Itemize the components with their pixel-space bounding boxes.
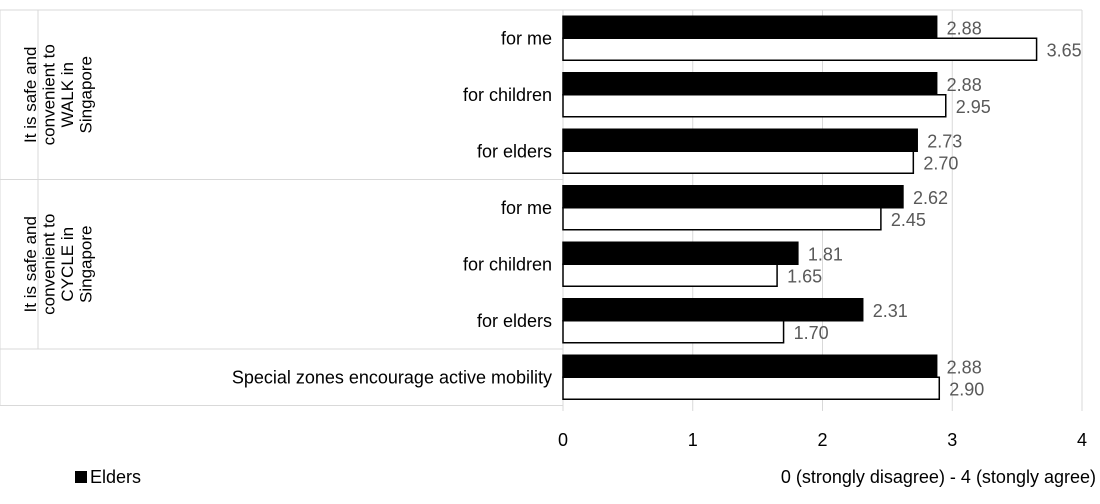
data-label: 2.88 bbox=[947, 18, 982, 38]
bar-elders bbox=[562, 15, 938, 39]
data-label: 2.95 bbox=[956, 97, 991, 117]
data-label: 1.65 bbox=[787, 266, 822, 286]
category-label: Special zones encourage active mobility bbox=[232, 367, 552, 387]
data-label: 2.88 bbox=[947, 75, 982, 95]
bar-series-2 bbox=[562, 320, 785, 344]
bar-elders bbox=[562, 128, 918, 152]
bar-series-2 bbox=[562, 37, 1038, 61]
x-axis: 0 1 2 3 4 bbox=[558, 430, 1087, 450]
bar-elders bbox=[562, 298, 864, 322]
bar-elders bbox=[562, 185, 904, 209]
bar-series-2 bbox=[562, 94, 947, 118]
x-tick-label: 3 bbox=[947, 430, 957, 450]
bar-series-2 bbox=[562, 376, 941, 400]
data-label: 3.65 bbox=[1047, 40, 1082, 60]
category-label: for elders bbox=[477, 311, 552, 331]
x-tick-label: 1 bbox=[688, 430, 698, 450]
bar-elders bbox=[562, 72, 938, 96]
data-label: 2.73 bbox=[927, 131, 962, 151]
group-label: It is safe andconvenient toCYCLE inSinga… bbox=[21, 214, 96, 315]
category-frame bbox=[0, 9, 1082, 406]
category-label: for children bbox=[463, 254, 552, 274]
bar-elders bbox=[562, 241, 799, 265]
x-tick-label: 0 bbox=[558, 430, 568, 450]
x-tick-label: 2 bbox=[817, 430, 827, 450]
legend: Elders bbox=[75, 467, 141, 487]
x-axis-title: 0 (strongly disagree) - 4 (stongly agree… bbox=[781, 467, 1096, 487]
data-label: 1.81 bbox=[808, 244, 843, 264]
data-label: 1.70 bbox=[794, 323, 829, 343]
data-label: 2.62 bbox=[913, 188, 948, 208]
legend-label-elders: Elders bbox=[90, 467, 141, 487]
data-label: 2.88 bbox=[947, 357, 982, 377]
bars: 2.883.652.882.952.732.702.622.451.811.65… bbox=[562, 15, 1082, 400]
category-label: for me bbox=[501, 28, 552, 48]
x-tick-label: 4 bbox=[1077, 430, 1087, 450]
legend-swatch-elders bbox=[75, 471, 87, 483]
category-label: for elders bbox=[477, 141, 552, 161]
category-labels: It is safe andconvenient toWALK inSingap… bbox=[21, 28, 552, 387]
category-label: for me bbox=[501, 198, 552, 218]
bar-series-2 bbox=[562, 207, 882, 231]
data-label: 2.31 bbox=[873, 301, 908, 321]
group-label: It is safe andconvenient toWALK inSingap… bbox=[21, 44, 96, 145]
data-label: 2.70 bbox=[923, 153, 958, 173]
data-label: 2.90 bbox=[949, 379, 984, 399]
category-label: for children bbox=[463, 85, 552, 105]
bar-series-2 bbox=[562, 150, 915, 174]
data-label: 2.45 bbox=[891, 210, 926, 230]
bar-series-2 bbox=[562, 263, 778, 287]
bar-elders bbox=[562, 354, 938, 378]
